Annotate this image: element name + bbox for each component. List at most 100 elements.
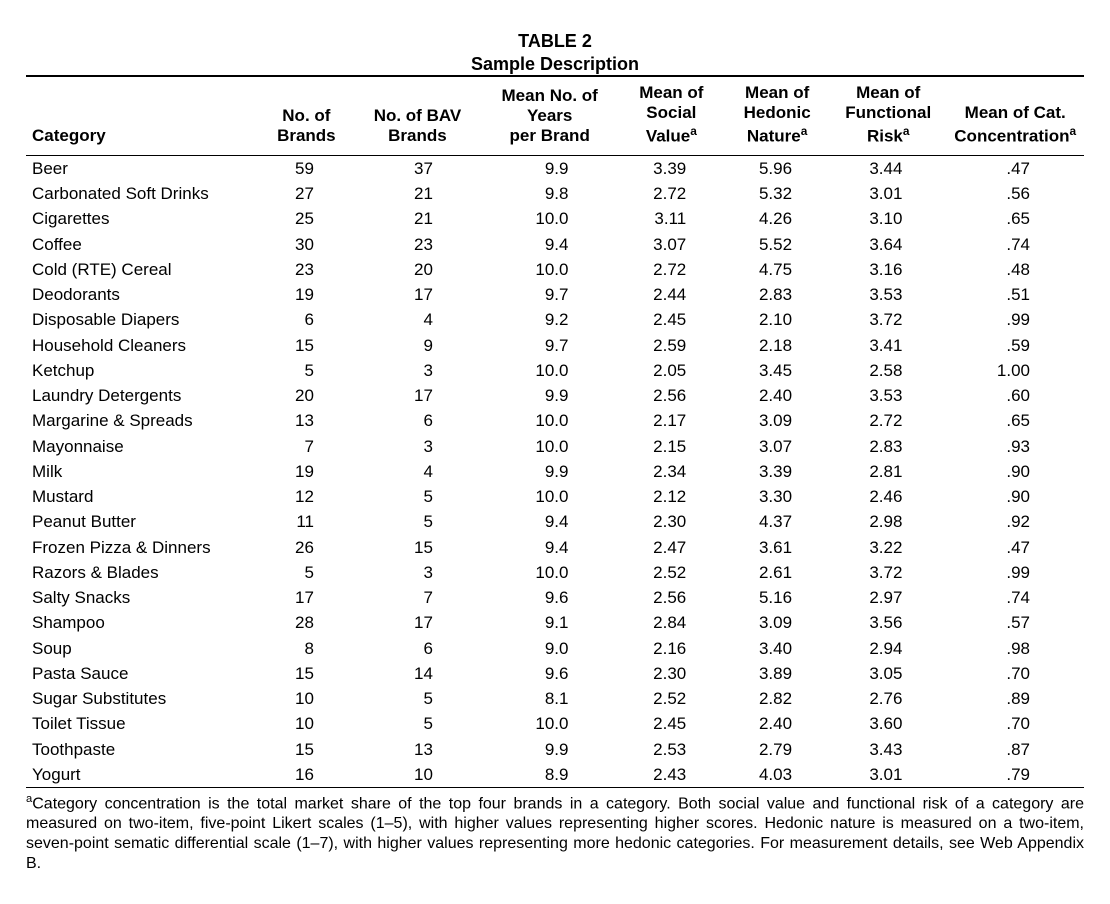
category-cell: Cigarettes <box>26 206 259 231</box>
numeric-cell: .65 <box>946 408 1084 433</box>
numeric-cell: 9.8 <box>481 181 619 206</box>
col-header-7: Mean of Cat.Concentrationa <box>946 76 1084 155</box>
numeric-cell: 3.09 <box>724 610 830 635</box>
category-cell: Mustard <box>26 484 259 509</box>
numeric-cell: 3.39 <box>618 155 724 181</box>
table-row: Soup869.02.163.402.94.98 <box>26 636 1084 661</box>
numeric-cell: 3.72 <box>830 560 946 585</box>
numeric-cell: 59 <box>259 155 354 181</box>
numeric-cell: .99 <box>946 560 1084 585</box>
numeric-cell: .99 <box>946 307 1084 332</box>
category-cell: Yogurt <box>26 762 259 788</box>
numeric-cell: 7 <box>259 434 354 459</box>
numeric-cell: 13 <box>259 408 354 433</box>
table-row: Household Cleaners1599.72.592.183.41.59 <box>26 333 1084 358</box>
numeric-cell: 9.9 <box>481 459 619 484</box>
numeric-cell: 9.1 <box>481 610 619 635</box>
numeric-cell: 7 <box>354 585 481 610</box>
numeric-cell: 2.40 <box>724 383 830 408</box>
numeric-cell: 10 <box>259 686 354 711</box>
numeric-cell: 2.81 <box>830 459 946 484</box>
numeric-cell: 10.0 <box>481 358 619 383</box>
numeric-cell: 3 <box>354 358 481 383</box>
table-row: Mustard12510.02.123.302.46.90 <box>26 484 1084 509</box>
numeric-cell: 2.12 <box>618 484 724 509</box>
numeric-cell: 9.9 <box>481 737 619 762</box>
numeric-cell: 9.4 <box>481 535 619 560</box>
numeric-cell: 10.0 <box>481 206 619 231</box>
table-row: Disposable Diapers649.22.452.103.72.99 <box>26 307 1084 332</box>
numeric-cell: 3.05 <box>830 661 946 686</box>
numeric-cell: .48 <box>946 257 1084 282</box>
numeric-cell: 2.79 <box>724 737 830 762</box>
numeric-cell: 3.40 <box>724 636 830 661</box>
category-cell: Carbonated Soft Drinks <box>26 181 259 206</box>
numeric-cell: 9.2 <box>481 307 619 332</box>
category-cell: Margarine & Spreads <box>26 408 259 433</box>
numeric-cell: 5 <box>259 358 354 383</box>
numeric-cell: 8.1 <box>481 686 619 711</box>
numeric-cell: 2.52 <box>618 560 724 585</box>
table-row: Coffee30239.43.075.523.64.74 <box>26 232 1084 257</box>
numeric-cell: 5 <box>354 509 481 534</box>
numeric-cell: 27 <box>259 181 354 206</box>
numeric-cell: 21 <box>354 181 481 206</box>
table-row: Yogurt16108.92.434.033.01.79 <box>26 762 1084 788</box>
table-row: Shampoo28179.12.843.093.56.57 <box>26 610 1084 635</box>
numeric-cell: 2.83 <box>724 282 830 307</box>
numeric-cell: 2.46 <box>830 484 946 509</box>
numeric-cell: 2.56 <box>618 383 724 408</box>
numeric-cell: 3.64 <box>830 232 946 257</box>
numeric-cell: .60 <box>946 383 1084 408</box>
numeric-cell: 9.9 <box>481 383 619 408</box>
table-row: Sugar Substitutes1058.12.522.822.76.89 <box>26 686 1084 711</box>
table-footnote: aCategory concentration is the total mar… <box>26 788 1084 874</box>
table-row: Razors & Blades5310.02.522.613.72.99 <box>26 560 1084 585</box>
numeric-cell: 3.56 <box>830 610 946 635</box>
numeric-cell: 2.53 <box>618 737 724 762</box>
col-header-6: Mean ofFunctionalRiska <box>830 76 946 155</box>
numeric-cell: 2.97 <box>830 585 946 610</box>
numeric-cell: 21 <box>354 206 481 231</box>
table-row: Beer59379.93.395.963.44.47 <box>26 155 1084 181</box>
category-cell: Deodorants <box>26 282 259 307</box>
numeric-cell: 15 <box>259 737 354 762</box>
numeric-cell: 2.56 <box>618 585 724 610</box>
numeric-cell: 20 <box>354 257 481 282</box>
numeric-cell: 3 <box>354 560 481 585</box>
numeric-cell: 13 <box>354 737 481 762</box>
numeric-cell: 9 <box>354 333 481 358</box>
col-header-2: No. of BAVBrands <box>354 76 481 155</box>
numeric-cell: 2.72 <box>618 181 724 206</box>
numeric-cell: .74 <box>946 585 1084 610</box>
numeric-cell: 9.6 <box>481 661 619 686</box>
col-header-1: No. ofBrands <box>259 76 354 155</box>
numeric-cell: 2.72 <box>618 257 724 282</box>
numeric-cell: .47 <box>946 535 1084 560</box>
numeric-cell: .74 <box>946 232 1084 257</box>
numeric-cell: 2.18 <box>724 333 830 358</box>
numeric-cell: 9.9 <box>481 155 619 181</box>
numeric-cell: 25 <box>259 206 354 231</box>
numeric-cell: 2.45 <box>618 711 724 736</box>
numeric-cell: 3.10 <box>830 206 946 231</box>
numeric-cell: 9.4 <box>481 509 619 534</box>
table-row: Margarine & Spreads13610.02.173.092.72.6… <box>26 408 1084 433</box>
numeric-cell: 5 <box>354 484 481 509</box>
numeric-cell: 15 <box>259 661 354 686</box>
category-cell: Pasta Sauce <box>26 661 259 686</box>
numeric-cell: .47 <box>946 155 1084 181</box>
col-header-0: Category <box>26 76 259 155</box>
numeric-cell: 5 <box>354 711 481 736</box>
numeric-cell: .90 <box>946 484 1084 509</box>
numeric-cell: 2.58 <box>830 358 946 383</box>
category-cell: Salty Snacks <box>26 585 259 610</box>
numeric-cell: .59 <box>946 333 1084 358</box>
numeric-cell: .70 <box>946 711 1084 736</box>
numeric-cell: 17 <box>354 282 481 307</box>
numeric-cell: .56 <box>946 181 1084 206</box>
numeric-cell: 2.83 <box>830 434 946 459</box>
numeric-cell: 2.59 <box>618 333 724 358</box>
numeric-cell: 2.44 <box>618 282 724 307</box>
numeric-cell: 23 <box>354 232 481 257</box>
